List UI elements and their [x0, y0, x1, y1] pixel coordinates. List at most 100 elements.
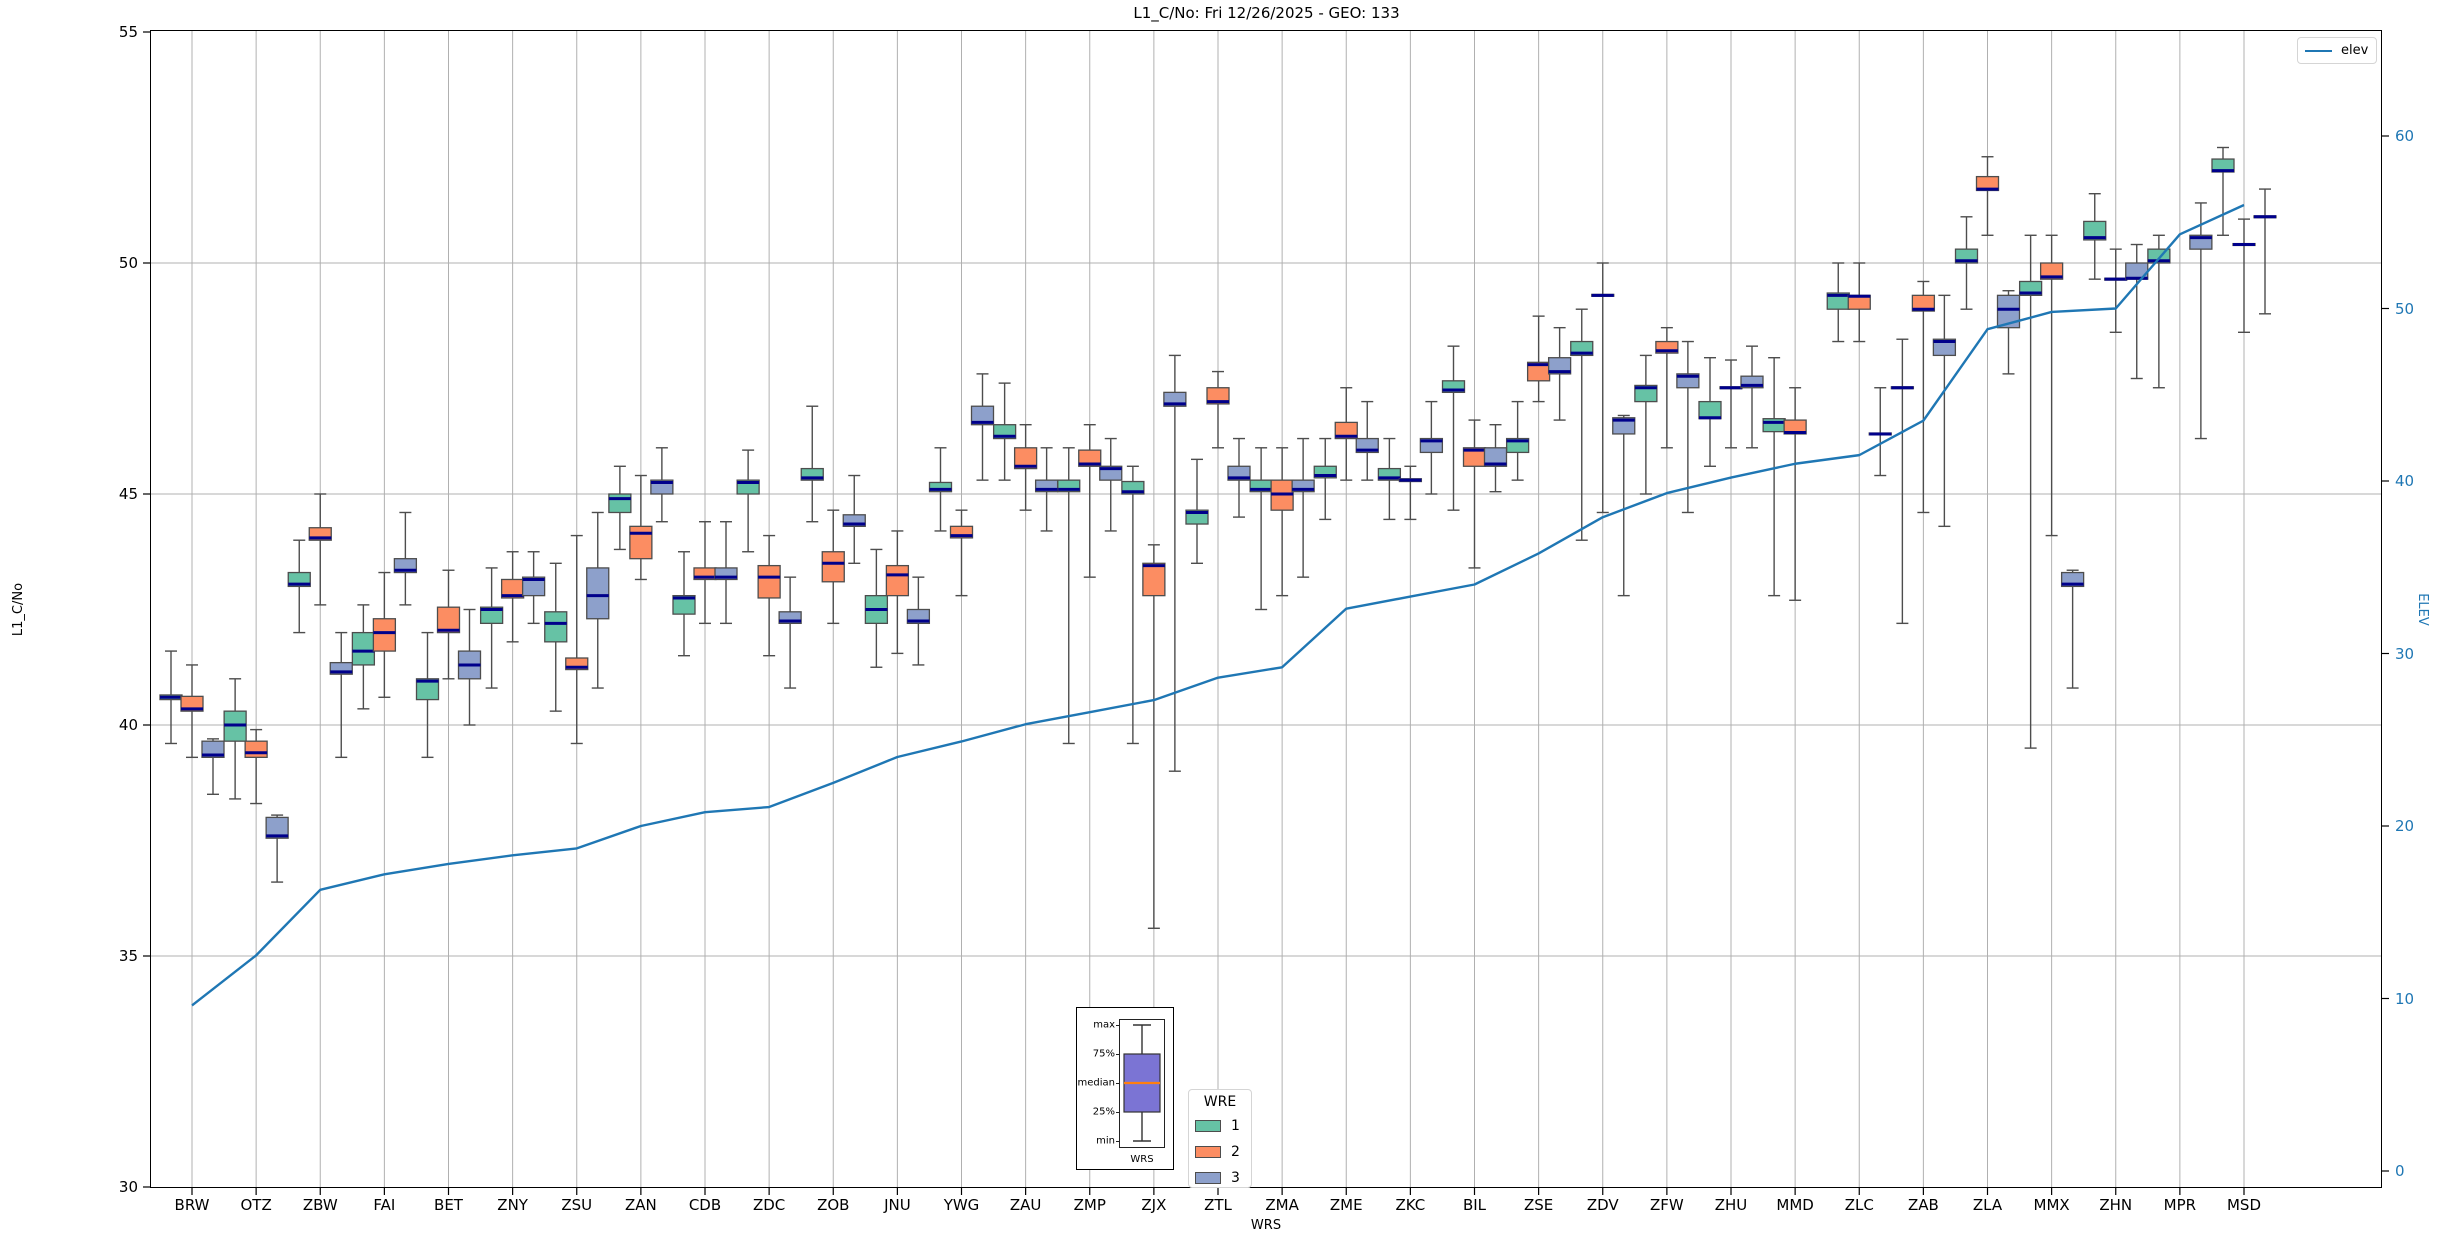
- box-ZOB-wre2: [821, 551, 845, 583]
- y-left-tick-label-45: 45: [118, 485, 138, 503]
- wre-item-label: 1: [1231, 1118, 1240, 1134]
- x-tick-label-FAI: FAI: [373, 1196, 396, 1214]
- x-tick-label-ZSE: ZSE: [1523, 1196, 1554, 1214]
- inset-label-75: 75%: [1092, 1048, 1115, 1060]
- x-tick-label-JNU: JNU: [884, 1196, 911, 1214]
- box-MMD-wre1: [1762, 418, 1786, 433]
- x-tick-label-ZTL: ZTL: [1204, 1196, 1232, 1214]
- box-ZAU-wre3: [1034, 479, 1059, 493]
- legend-wre-item-3: 3: [1195, 1165, 1245, 1191]
- box-OTZ-wre3: [265, 816, 289, 839]
- wre-item-label: 2: [1231, 1144, 1240, 1160]
- box-ZAU-wre2: [1013, 447, 1038, 470]
- box-ZME-wre2: [1334, 421, 1358, 440]
- chart-title: L1_C/No: Fri 12/26/2025 - GEO: 133: [1133, 4, 1400, 22]
- inset-label-max: max: [1093, 1019, 1115, 1031]
- x-tick-label-ZME: ZME: [1329, 1196, 1363, 1214]
- box-YWG-wre3: [970, 405, 995, 426]
- box-ZMP-wre2: [1078, 449, 1102, 467]
- wre-item-label: 3: [1231, 1170, 1240, 1186]
- x-tick-label-ZDV: ZDV: [1586, 1196, 1619, 1214]
- x-tick-label-ZAN: ZAN: [624, 1196, 657, 1214]
- box-YWG-wre1: [928, 481, 953, 493]
- inset-tick: [1116, 1112, 1120, 1113]
- box-BET-wre2: [436, 606, 461, 634]
- legend-wre-item-1: 1: [1195, 1113, 1245, 1139]
- box-ZHU-wre3: [1740, 375, 1764, 389]
- x-tick-label-ZLC: ZLC: [1844, 1196, 1874, 1214]
- x-tick-label-ZMP: ZMP: [1073, 1196, 1106, 1214]
- x-tick-label-ZNY: ZNY: [497, 1196, 528, 1214]
- y-right-tick-label-20: 20: [2395, 817, 2415, 835]
- box-YWG-wre2: [949, 525, 974, 539]
- box-ZAB-wre2: [1911, 294, 1936, 312]
- y-right-axis-label: ELEV: [2414, 593, 2430, 626]
- x-tick-label-MSD: MSD: [2226, 1196, 2262, 1214]
- x-tick-label-MPR: MPR: [2163, 1196, 2197, 1214]
- x-tick-label-ZHN: ZHN: [2099, 1196, 2133, 1214]
- box-BIL-wre1: [1441, 380, 1466, 394]
- x-tick-label-ZSU: ZSU: [561, 1196, 593, 1214]
- box-ZSU-wre3: [586, 567, 610, 620]
- box-ZTL-wre2: [1206, 387, 1230, 405]
- box-ZSU-wre1: [544, 611, 568, 643]
- box-ZMA-wre3: [1291, 479, 1315, 493]
- inset-label-25: 25%: [1092, 1106, 1115, 1118]
- y-left-tick-label-50: 50: [118, 254, 138, 272]
- legend-elev: elev: [2297, 37, 2377, 64]
- y-left-tick-label-55: 55: [118, 23, 138, 41]
- box-ZOB-wre1: [800, 467, 824, 481]
- x-tick-label-BET: BET: [434, 1196, 463, 1214]
- x-tick-label-ZJX: ZJX: [1141, 1196, 1167, 1214]
- box-FAI-wre2: [372, 618, 397, 652]
- legend-wre-item-2: 2: [1195, 1139, 1245, 1165]
- box-JNU-wre2: [885, 564, 910, 597]
- inset-x-label: WRS: [1130, 1154, 1154, 1165]
- x-tick-label-ZAU: ZAU: [1009, 1196, 1042, 1214]
- y-right-tick-label-0: 0: [2395, 1162, 2405, 1180]
- box-FAI-wre1: [351, 631, 376, 666]
- box-ZLA-wre3: [1996, 294, 2021, 329]
- box-ZDC-wre2: [757, 564, 781, 599]
- box-BRW-wre3: [201, 740, 225, 758]
- inset-boxplot-diagram: [1123, 1024, 1161, 1142]
- y-right-tick-label-60: 60: [2395, 127, 2415, 145]
- box-ZDV-wre3: [1612, 417, 1636, 435]
- box-BIL-wre3: [1483, 447, 1508, 467]
- inset-tick: [1116, 1083, 1120, 1084]
- y-right-tick-label-40: 40: [2395, 472, 2415, 490]
- box-ZME-wre1: [1313, 465, 1337, 479]
- x-tick-label-CDB: CDB: [688, 1196, 722, 1214]
- box-OTZ-wre2: [244, 740, 268, 758]
- legend-wre-rows: 1 2 3: [1195, 1113, 1245, 1191]
- box-ZAN-wre1: [608, 493, 632, 514]
- legend-elev-label: elev: [2341, 43, 2369, 58]
- box-ZOB-wre3: [842, 514, 866, 527]
- x-tick-label-ZOB: ZOB: [817, 1196, 850, 1214]
- wre-swatch-2: [1195, 1146, 1221, 1158]
- legend-wre-title: WRE: [1203, 1094, 1237, 1110]
- inset-tick: [1116, 1025, 1120, 1026]
- x-tick-label-BIL: BIL: [1462, 1196, 1487, 1214]
- box-ZAB-wre3: [1932, 338, 1957, 357]
- box-ZKC-wre1: [1377, 467, 1402, 481]
- y-left-tick-label-30: 30: [118, 1178, 138, 1196]
- inset-tick: [1116, 1141, 1120, 1142]
- x-tick-label-ZLA: ZLA: [1972, 1196, 2003, 1214]
- x-tick-label-BRW: BRW: [174, 1196, 210, 1214]
- x-tick-label-OTZ: OTZ: [240, 1196, 272, 1214]
- x-tick-label-ZDC: ZDC: [752, 1196, 786, 1214]
- elev-line-sample: [2305, 49, 2332, 52]
- box-ZNY-wre1: [479, 606, 504, 625]
- box-ZNY-wre3: [521, 576, 546, 597]
- box-CDB-wre3: [714, 567, 738, 581]
- inset-tick: [1116, 1054, 1120, 1055]
- inset-label-median: median: [1077, 1077, 1116, 1089]
- box-ZHU-wre1: [1698, 400, 1722, 420]
- box-ZFW-wre2: [1655, 340, 1679, 354]
- box-ZSU-wre2: [565, 657, 589, 671]
- boxplot-key-inset: max 75% median 25% min WRS: [1076, 1007, 1174, 1170]
- y-left-tick-label-40: 40: [118, 716, 138, 734]
- box-ZBW-wre3: [329, 661, 353, 675]
